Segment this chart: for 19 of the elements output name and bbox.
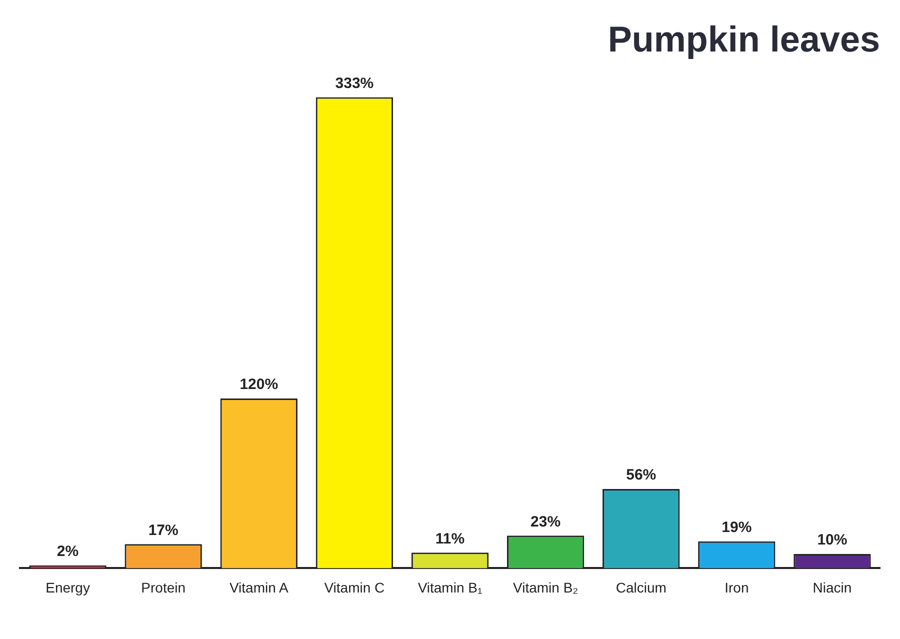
x-tick-label: Vitamin C [324,579,385,596]
x-tick-label: Niacin [812,579,852,596]
data-label: 23% [530,513,561,530]
x-tick-label: Vitamin A [229,579,289,596]
x-tick-label: Protein [141,579,186,596]
data-label: 10% [817,532,848,549]
x-tick-label: Vitamin B₁ [418,579,482,596]
x-tick-label: Energy [46,579,90,596]
data-label: 56% [626,466,656,484]
data-label: 333% [335,74,374,92]
x-tick-label: Vitamin B₂ [513,579,578,596]
data-label: 17% [148,522,178,539]
x-tick-label: Iron [724,579,749,596]
data-label: 11% [435,530,465,548]
data-label: 120% [240,376,278,394]
data-label: 19% [722,518,752,536]
chart-title: Pumpkin leaves [608,18,880,60]
x-tick-label: Calcium [616,579,666,596]
data-label: 2% [56,543,79,560]
